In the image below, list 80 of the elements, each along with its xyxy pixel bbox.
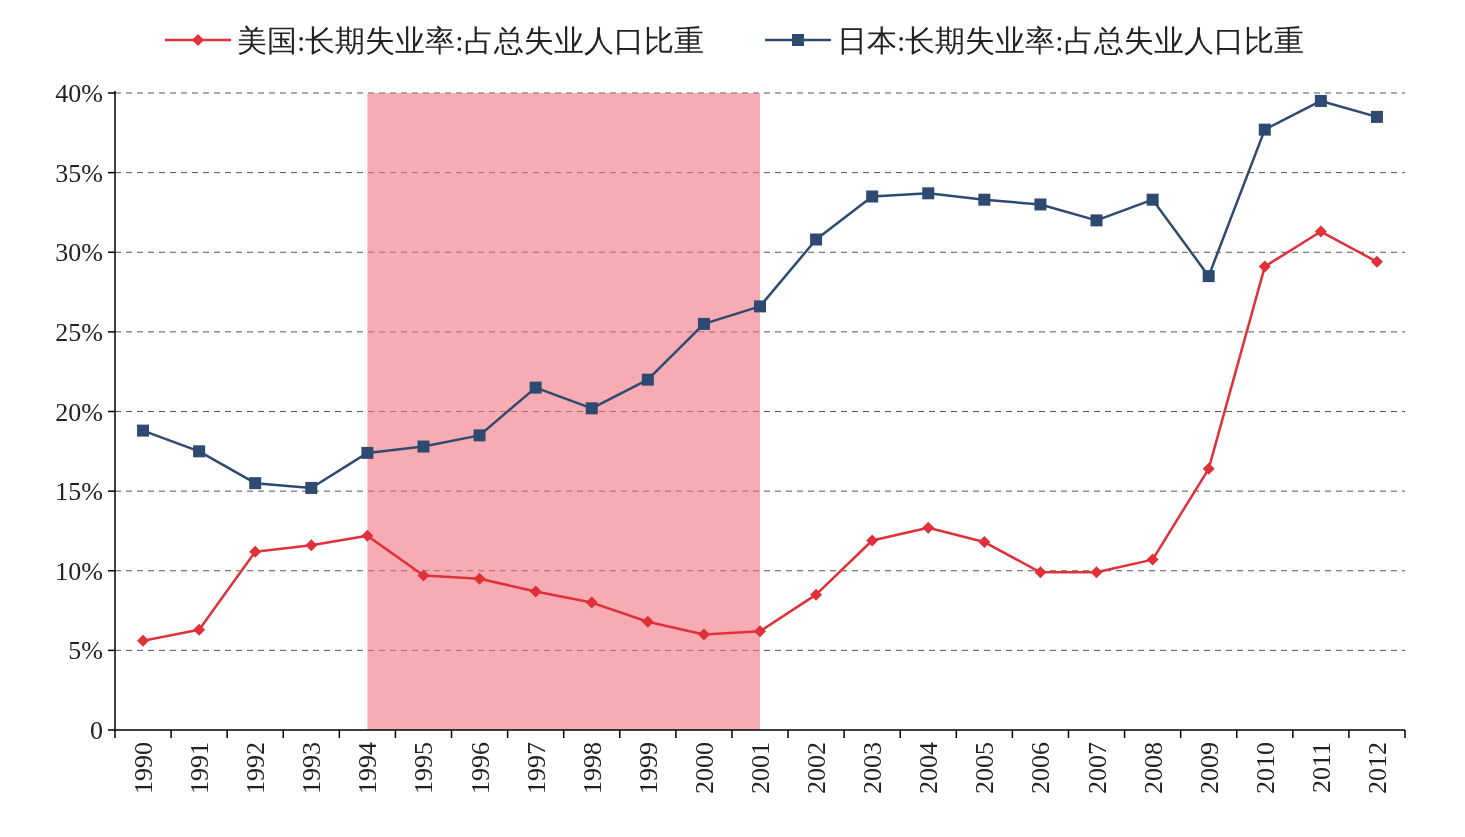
x-tick-label: 1990 <box>129 742 159 794</box>
point <box>978 193 991 206</box>
x-tick-label: 1996 <box>465 742 495 794</box>
point <box>1090 214 1103 227</box>
legend-label: 美国:长期失业率:占总失业人口比重 <box>237 24 704 57</box>
x-tick-label: 2006 <box>1026 742 1056 794</box>
y-tick-label: 25% <box>55 317 103 347</box>
x-tick-label: 1995 <box>409 742 439 794</box>
y-tick-label: 0 <box>90 716 103 745</box>
point <box>137 424 150 437</box>
y-tick-label: 35% <box>55 158 103 188</box>
point <box>1258 260 1271 273</box>
point <box>473 572 486 585</box>
x-tick-label: 1998 <box>577 742 607 794</box>
point <box>193 445 206 458</box>
point <box>1034 198 1047 211</box>
x-tick-label: 2010 <box>1250 742 1280 794</box>
point <box>417 440 430 453</box>
point <box>249 545 262 558</box>
point <box>922 521 935 534</box>
point <box>1090 566 1103 579</box>
x-tick-label: 1992 <box>241 742 271 794</box>
point <box>641 373 654 386</box>
point <box>1314 225 1327 238</box>
point <box>978 536 991 549</box>
point <box>1370 110 1383 123</box>
point <box>361 446 374 459</box>
x-tick-label: 2008 <box>1138 742 1168 794</box>
point <box>417 569 430 582</box>
x-tick-label: 2002 <box>802 742 832 794</box>
point <box>361 529 374 542</box>
x-tick-label: 1997 <box>521 742 551 794</box>
y-tick-label: 5% <box>68 636 103 666</box>
point <box>1202 462 1215 475</box>
point <box>697 628 710 641</box>
x-tick-label: 2007 <box>1082 742 1112 794</box>
x-tick-label: 2009 <box>1194 742 1224 794</box>
point <box>137 634 150 647</box>
point <box>473 429 486 442</box>
x-tick-label: 2000 <box>689 742 719 794</box>
point <box>866 534 879 547</box>
x-tick-label: 2011 <box>1306 742 1336 794</box>
x-tick-label: 1991 <box>185 742 215 794</box>
point <box>1146 553 1159 566</box>
point <box>585 596 598 609</box>
y-tick-label: 15% <box>55 477 103 507</box>
point <box>866 190 879 203</box>
point <box>305 539 318 552</box>
x-tick-label: 2003 <box>858 742 888 794</box>
x-tick-label: 2005 <box>970 742 1000 794</box>
x-tick-label: 1999 <box>633 742 663 794</box>
point <box>193 623 206 636</box>
y-tick-label: 40% <box>55 79 103 108</box>
point <box>1034 566 1047 579</box>
point <box>641 615 654 628</box>
x-tick-label: 2012 <box>1362 742 1392 794</box>
point <box>529 381 542 394</box>
point <box>1314 94 1327 107</box>
x-tick-label: 1994 <box>353 742 383 794</box>
point <box>305 481 318 494</box>
point <box>1370 255 1383 268</box>
point <box>529 585 542 598</box>
x-tick-label: 2001 <box>746 742 775 794</box>
point <box>1258 123 1271 136</box>
y-tick-label: 10% <box>55 556 103 586</box>
point <box>585 402 598 415</box>
y-tick-label: 30% <box>55 238 103 268</box>
point <box>1146 193 1159 206</box>
y-tick-label: 20% <box>55 397 103 427</box>
point <box>697 317 710 330</box>
point <box>1202 270 1215 283</box>
legend-label: 日本:长期失业率:占总失业人口比重 <box>837 24 1304 57</box>
point <box>754 300 766 313</box>
point <box>922 187 935 200</box>
point <box>810 588 823 601</box>
point <box>810 233 823 246</box>
x-tick-label: 2004 <box>914 742 944 794</box>
point <box>754 625 766 638</box>
point <box>249 477 262 490</box>
x-tick-label: 1993 <box>297 742 327 794</box>
